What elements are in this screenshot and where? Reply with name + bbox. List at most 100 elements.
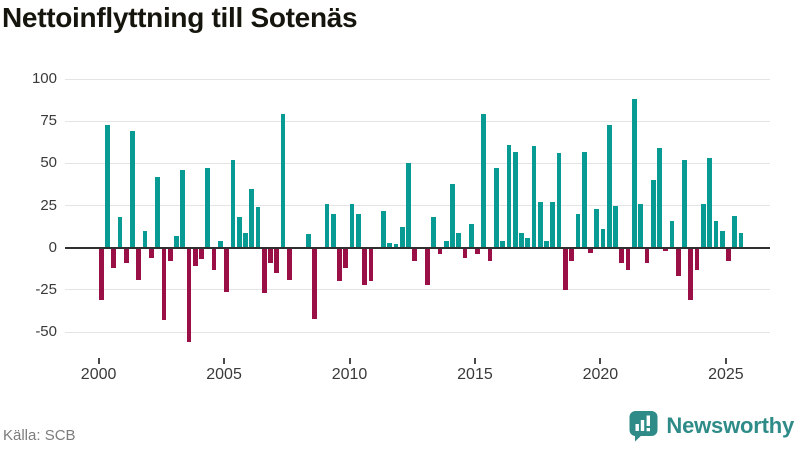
bar-negative [98, 247, 104, 300]
y-axis-label: 0 [48, 238, 57, 256]
bar-negative [287, 247, 292, 280]
bar-negative [425, 247, 430, 285]
bar-positive [399, 227, 405, 248]
y-axis-label: -50 [35, 323, 57, 341]
bar-negative [475, 247, 480, 255]
bar-negative [167, 247, 173, 262]
bar-negative [569, 247, 574, 262]
bar-positive [356, 213, 361, 248]
x-axis-zero-line [65, 246, 770, 249]
x-axis-label: 2010 [331, 366, 368, 383]
bar-positive [155, 176, 160, 248]
bar-negative [368, 247, 374, 282]
bar-positive [632, 99, 637, 248]
bar-positive [701, 203, 706, 248]
bar-negative [261, 247, 267, 294]
bar-positive [130, 131, 135, 248]
bar-positive [544, 240, 549, 248]
newsworthy-brand[interactable]: Newsworthy [629, 410, 794, 442]
bar-positive [305, 234, 311, 248]
bar-negative [644, 247, 650, 263]
gridline-y--50 [65, 331, 770, 333]
gridline-y-25 [65, 205, 770, 207]
x-axis-tick [223, 358, 226, 364]
bar-positive [249, 188, 255, 248]
x-axis-label: 2025 [708, 366, 744, 383]
bar-positive [387, 242, 393, 248]
bar-negative [123, 247, 129, 263]
y-axis-label: 25 [40, 196, 57, 214]
bar-positive [105, 124, 110, 248]
y-axis-label: 100 [31, 70, 57, 87]
source-credit: Källa: SCB [3, 427, 76, 444]
bar-negative [694, 247, 700, 270]
bar-negative [312, 247, 317, 319]
bar-negative [688, 247, 694, 300]
bar-positive [456, 232, 462, 248]
bar-positive [117, 217, 123, 248]
y-axis-label: 75 [40, 112, 57, 130]
bar-positive [349, 203, 355, 248]
bar-positive [707, 158, 712, 248]
x-axis-label: 2015 [457, 366, 493, 383]
gridline-y-100 [65, 78, 770, 80]
x-axis-tick [724, 358, 727, 364]
bar-positive [650, 180, 656, 248]
bar-positive [669, 220, 675, 248]
x-axis-tick [97, 358, 100, 364]
bar-positive [481, 114, 487, 248]
bar-negative [136, 247, 142, 280]
bar-positive [468, 224, 474, 248]
bar-positive [519, 232, 524, 248]
bar-negative [619, 247, 625, 263]
bar-negative [675, 247, 681, 277]
bar-positive [280, 114, 286, 248]
bar-positive [443, 240, 449, 248]
bar-positive [594, 208, 600, 248]
bar-positive [575, 213, 581, 248]
y-axis-label: 50 [40, 154, 57, 172]
x-axis-label: 2020 [582, 366, 619, 383]
bar-negative [211, 247, 217, 270]
gridline-y-75 [65, 120, 770, 122]
bar-negative [487, 247, 493, 262]
bar-negative [563, 247, 568, 290]
bar-negative [161, 247, 167, 321]
bar-positive [613, 205, 618, 248]
bar-negative [149, 247, 154, 258]
bar-positive [381, 210, 386, 248]
bar-negative [192, 247, 198, 267]
brand-name: Newsworthy [666, 413, 794, 438]
bar-positive [550, 202, 556, 248]
bar-positive [330, 213, 336, 248]
bar-positive [638, 203, 643, 248]
bar-positive [537, 202, 543, 248]
bar-positive [500, 240, 505, 248]
bar-positive [174, 235, 179, 248]
bar-positive [431, 217, 436, 248]
bar-positive [450, 183, 455, 248]
bar-positive [324, 203, 330, 248]
bar-negative [412, 247, 418, 262]
bar-positive [512, 151, 518, 248]
plot-area [65, 65, 770, 357]
bar-negative [343, 247, 349, 268]
x-axis-label: 2000 [80, 366, 117, 383]
bar-positive [600, 229, 606, 248]
bar-positive [494, 168, 499, 248]
bar-negative [186, 247, 192, 343]
bar-positive [236, 217, 242, 248]
bar-positive [255, 207, 261, 248]
x-axis-tick [348, 358, 351, 364]
bar-negative [224, 247, 229, 292]
bar-negative [337, 247, 342, 282]
gridline-y-50 [65, 162, 770, 164]
page-title: Nettoinflyttning till Sotenäs [2, 2, 358, 33]
bar-positive [142, 230, 148, 248]
bar-positive [218, 240, 223, 248]
bar-positive [606, 124, 612, 248]
bar-positive [713, 220, 719, 248]
bar-negative [625, 247, 631, 270]
bar-positive [738, 232, 744, 248]
bar-negative [199, 247, 204, 260]
